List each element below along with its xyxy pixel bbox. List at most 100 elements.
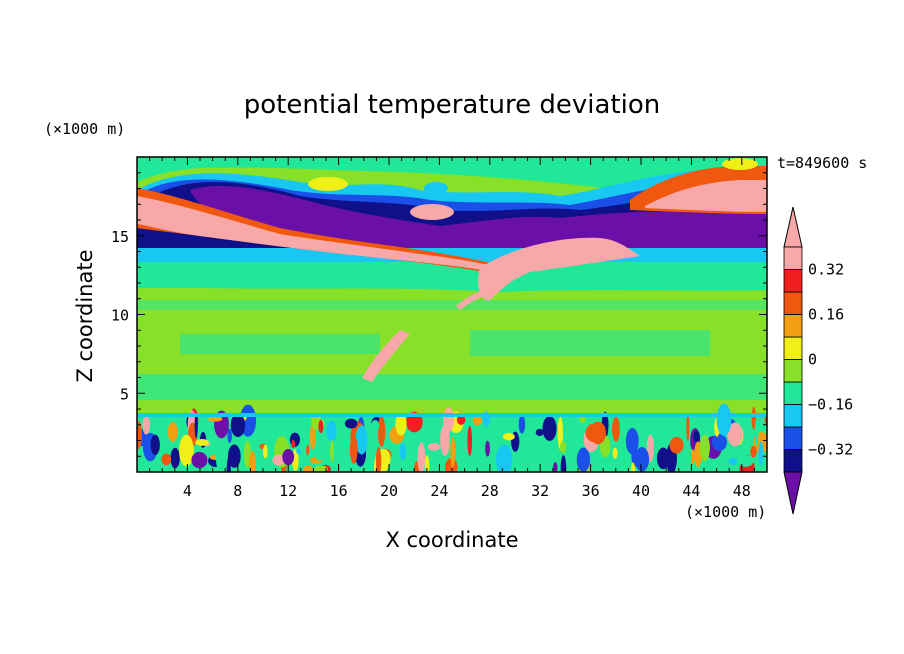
colorbar-swatch [783, 449, 803, 473]
turbulent-cell [625, 427, 639, 455]
x-tick-label: 48 [733, 482, 751, 500]
turbulent-cell [291, 439, 296, 449]
x-tick-label: 40 [632, 482, 650, 500]
turbulent-cell [585, 423, 603, 442]
turbulent-cell [427, 443, 441, 451]
turbulent-cell [630, 462, 636, 472]
mid-green-patch [137, 300, 767, 310]
turbulent-cell [227, 444, 241, 468]
turbulent-cell [215, 441, 228, 472]
turbulent-cell [230, 413, 246, 438]
colorbar-bottom-arrow [783, 471, 803, 515]
turbulent-cell [355, 425, 368, 455]
turbulent-cell [758, 441, 764, 466]
colorbar: 0.32 0.16 0 −0.16 −0.32 [783, 206, 853, 515]
turbulent-cell [395, 412, 407, 436]
turbulent-cell [377, 416, 386, 447]
turbulent-cell [711, 433, 728, 451]
turbulent-cell [612, 447, 618, 459]
turbulent-cell [137, 420, 142, 450]
y-tick-label: 5 [120, 385, 129, 403]
turbulent-cell [485, 440, 490, 457]
x-tick-label: 32 [531, 482, 549, 500]
colorbar-tick-label: −0.16 [808, 396, 853, 414]
turbulent-cell [440, 424, 450, 456]
turbulent-cell [686, 412, 690, 442]
orange-tongue [137, 188, 510, 274]
colorbar-tick-label: 0.32 [808, 261, 844, 279]
turbulent-cell [306, 444, 310, 456]
turbulent-cell [660, 436, 670, 449]
turbulent-cell [612, 416, 620, 442]
x-axis-label: X coordinate [385, 528, 518, 552]
turbulent-cell [262, 444, 268, 459]
turbulent-cell [727, 422, 743, 447]
turbulent-cell [634, 447, 650, 472]
x-tick-label: 36 [582, 482, 600, 500]
turbulent-cell [518, 415, 526, 434]
y-tick-label: 10 [111, 307, 129, 325]
pink-plume [478, 237, 640, 302]
y-axis-ticks: 5 10 15 [111, 172, 767, 457]
turbulent-cell [161, 453, 172, 466]
turbulent-cell [750, 445, 757, 458]
upper-green-band [137, 157, 767, 190]
turbulent-cell [472, 416, 483, 426]
mid-green-patch [180, 334, 380, 354]
colorbar-swatch [783, 404, 803, 428]
turbulent-cell [349, 434, 358, 464]
pink-tongue [137, 196, 500, 272]
x-tick-label: 44 [682, 482, 700, 500]
y-axis-label: Z coordinate [73, 249, 97, 382]
turbulent-cell [656, 447, 670, 470]
x-tick-label: 12 [279, 482, 297, 500]
x-tick-label: 24 [430, 482, 448, 500]
turbulent-cell [375, 447, 382, 472]
turbulent-cell [150, 434, 160, 456]
yellow-blob-right [722, 158, 758, 170]
x-tick-label: 20 [380, 482, 398, 500]
turbulent-cell [535, 428, 544, 437]
turbulent-cell [371, 420, 380, 433]
turbulent-cell [208, 415, 223, 422]
turbulent-cell [502, 432, 515, 441]
chart-title: potential temperature deviation [244, 90, 660, 120]
colorbar-tick-label: 0.16 [808, 306, 844, 324]
cyan-blob-top [424, 182, 448, 194]
turbulent-cell [314, 465, 328, 472]
turbulent-cell [560, 455, 567, 472]
colorbar-swatch [783, 426, 803, 450]
y-tick-label: 15 [111, 228, 129, 246]
turbulent-cell [542, 415, 557, 441]
green-shelf [137, 262, 767, 292]
turbulent-cell [167, 421, 178, 442]
colorbar-swatch [783, 359, 803, 383]
turbulent-cell [272, 454, 286, 466]
turbulent-cell [669, 436, 684, 454]
turbulent-cell [191, 451, 208, 469]
turbulent-cell [303, 464, 313, 472]
purple-core [190, 185, 767, 248]
pink-right-cap [645, 180, 767, 212]
x-tick-label: 28 [481, 482, 499, 500]
turbulent-cell [330, 439, 335, 463]
mid-pink-streak [362, 330, 410, 382]
x-tick-label: 8 [233, 482, 242, 500]
turbulent-cell [314, 442, 325, 461]
turbulent-cell [296, 448, 302, 455]
colorbar-swatch [783, 246, 803, 270]
turbulent-cell [728, 457, 738, 466]
yellow-blob-left [308, 177, 348, 191]
turbulent-cell [559, 441, 567, 454]
turbulent-cell [227, 428, 232, 443]
turbulent-cell [693, 430, 700, 443]
colorbar-top-arrow [783, 206, 803, 248]
turbulent-cell [557, 416, 563, 450]
x-axis-ticks: 4 8 12 16 20 24 28 32 36 40 44 48 [149, 157, 755, 500]
turbulent-cell [450, 436, 456, 468]
turbulent-cell [194, 412, 198, 439]
turbulent-cell [248, 450, 256, 472]
turbulent-cell [699, 434, 710, 462]
turbulent-cell [179, 434, 194, 467]
